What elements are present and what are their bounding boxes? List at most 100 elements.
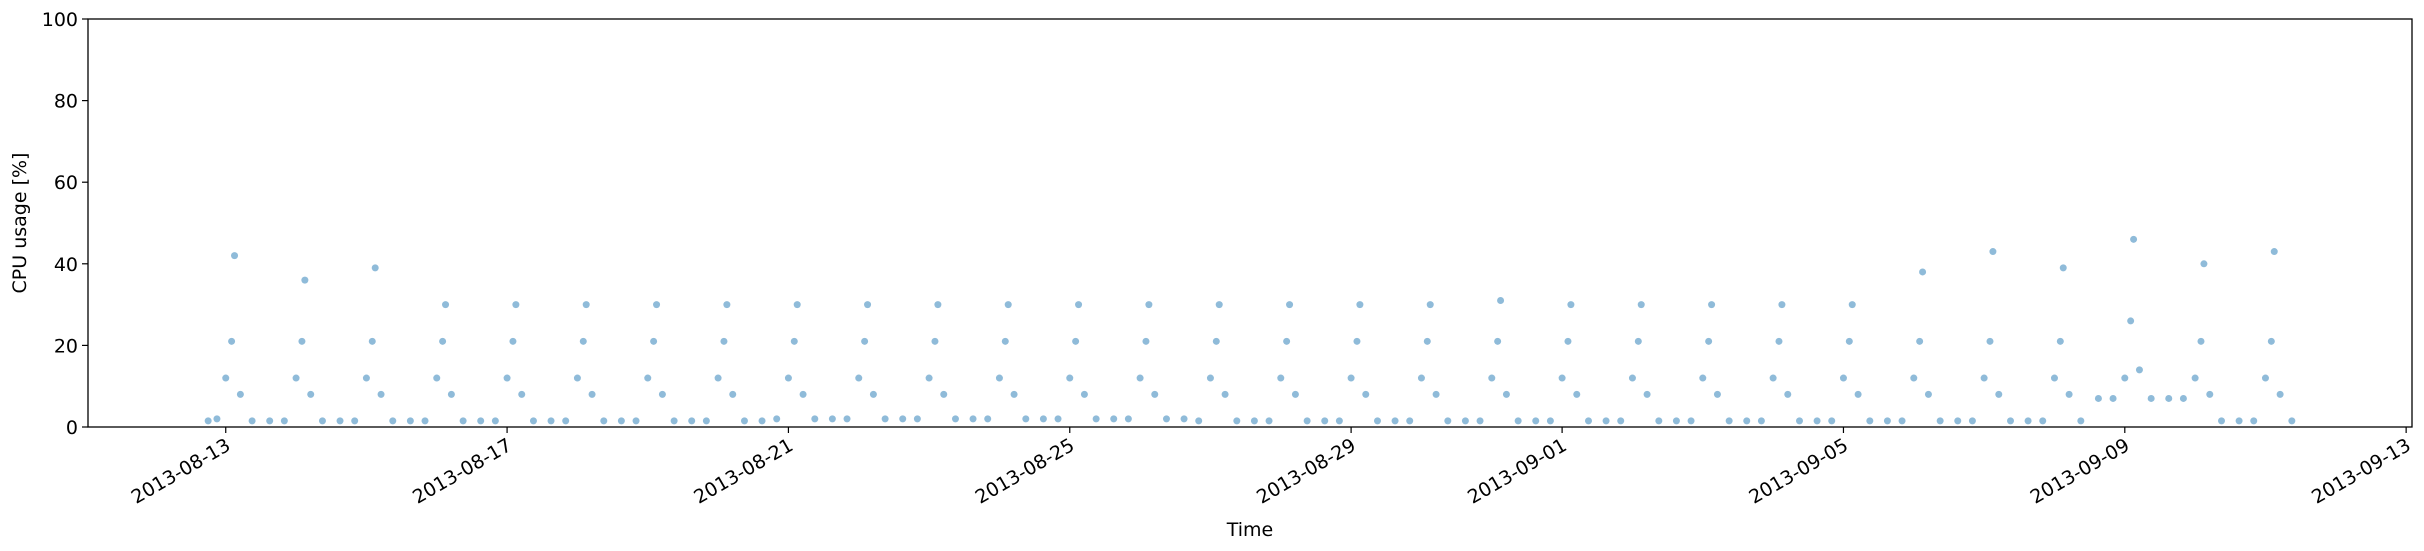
point (2288, 417, 2296, 425)
point (1828, 417, 1836, 425)
point (650, 337, 658, 345)
point (653, 301, 661, 309)
point (1995, 390, 2003, 398)
point (1001, 337, 1009, 345)
point (204, 417, 212, 425)
point (940, 390, 948, 398)
point (1502, 390, 1510, 398)
point (1910, 374, 1918, 382)
point (720, 337, 728, 345)
point (995, 374, 1003, 382)
point (2135, 366, 2143, 374)
y-tick-label: 60 (54, 172, 78, 194)
point (2039, 417, 2047, 425)
point (213, 415, 221, 423)
point (1866, 417, 1874, 425)
point (1916, 337, 1924, 345)
point (368, 337, 376, 345)
point (1233, 417, 1241, 425)
point (1353, 337, 1361, 345)
point (793, 301, 801, 309)
point (925, 374, 933, 382)
point (714, 374, 722, 382)
point (1417, 374, 1425, 382)
point (1854, 390, 1862, 398)
x-tick-label: 2013-08-21 (690, 434, 797, 508)
point (1564, 337, 1572, 345)
point (1687, 417, 1695, 425)
x-tick-label: 2013-09-01 (1464, 434, 1571, 508)
point (298, 337, 306, 345)
point (2109, 394, 2117, 402)
x-tick-label: 2013-08-29 (1253, 434, 1360, 508)
point (1883, 417, 1891, 425)
point (280, 417, 288, 425)
point (1924, 390, 1932, 398)
point (459, 417, 467, 425)
point (1373, 417, 1381, 425)
point (1617, 417, 1625, 425)
point (433, 374, 441, 382)
point (934, 301, 942, 309)
point (1514, 417, 1522, 425)
point (1444, 417, 1452, 425)
point (1362, 390, 1370, 398)
point (1494, 337, 1502, 345)
point (1628, 374, 1636, 382)
point (951, 415, 959, 423)
point (371, 264, 379, 272)
point (1725, 417, 1733, 425)
point (881, 415, 889, 423)
point (1277, 374, 1285, 382)
point (573, 374, 581, 382)
point (1784, 390, 1792, 398)
point (1072, 337, 1080, 345)
point (799, 390, 807, 398)
point (2147, 394, 2155, 402)
point (790, 337, 798, 345)
point (1291, 390, 1299, 398)
point (670, 417, 678, 425)
point (1080, 390, 1088, 398)
point (1699, 374, 1707, 382)
point (644, 374, 652, 382)
point (491, 417, 499, 425)
point (1010, 390, 1018, 398)
point (2179, 394, 2187, 402)
y-tick-label: 0 (66, 417, 78, 439)
y-tick-label: 80 (54, 91, 78, 113)
point (1054, 415, 1062, 423)
point (307, 390, 315, 398)
x-axis-label: Time (1226, 519, 1274, 541)
point (2218, 417, 2226, 425)
point (336, 417, 344, 425)
y-axis-label: CPU usage [%] (9, 153, 31, 294)
point (377, 390, 385, 398)
point (503, 374, 511, 382)
point (1743, 417, 1751, 425)
point (1321, 417, 1329, 425)
point (1769, 374, 1777, 382)
point (869, 390, 877, 398)
point (579, 337, 587, 345)
point (1558, 374, 1566, 382)
point (231, 252, 239, 260)
point (1637, 301, 1645, 309)
point (318, 417, 326, 425)
point (588, 390, 596, 398)
y-tick-label: 100 (42, 9, 78, 31)
point (1672, 417, 1680, 425)
point (1406, 417, 1414, 425)
point (2065, 390, 2073, 398)
point (2059, 264, 2067, 272)
point (1426, 301, 1434, 309)
point (2127, 317, 2135, 325)
point (702, 417, 710, 425)
point (658, 390, 666, 398)
x-tick-label: 2013-09-13 (2308, 434, 2415, 508)
point (1980, 374, 1988, 382)
point (617, 417, 625, 425)
point (2165, 394, 2173, 402)
point (1634, 337, 1642, 345)
point (512, 301, 520, 309)
